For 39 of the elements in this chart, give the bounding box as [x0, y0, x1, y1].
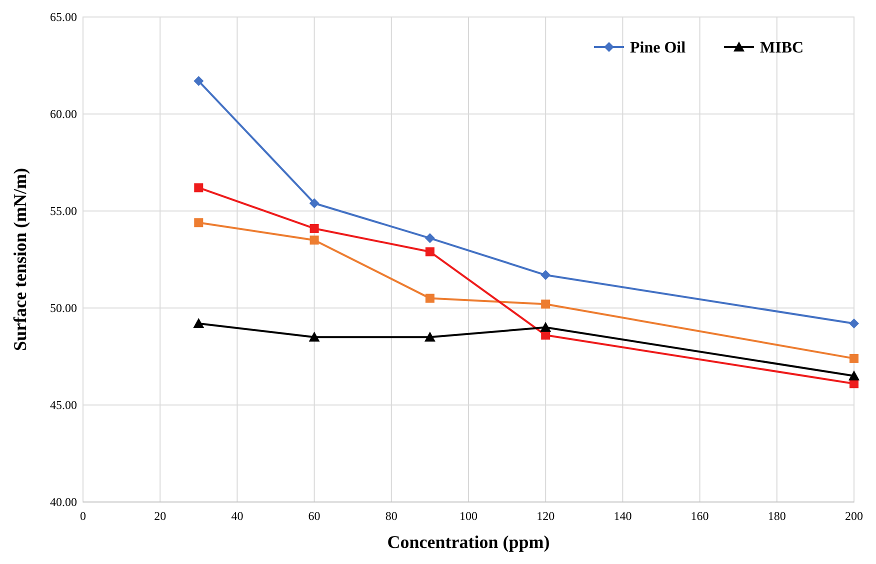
x-tick-label: 0: [80, 509, 86, 523]
x-tick-label: 160: [690, 509, 709, 523]
x-tick-label: 140: [614, 509, 632, 523]
y-tick-label: 45.00: [50, 398, 77, 412]
legend-label: MIBC: [760, 40, 804, 57]
point: [194, 76, 204, 86]
point: [310, 236, 319, 245]
y-tick-label: 60.00: [50, 107, 77, 122]
legend-label: Pine Oil: [630, 40, 686, 57]
point: [541, 300, 550, 309]
point: [310, 224, 319, 233]
x-tick-label: 60: [308, 509, 320, 523]
y-axis-title: Surface tension (mN/m): [10, 168, 30, 351]
point: [309, 198, 320, 208]
point: [193, 318, 204, 328]
point: [425, 247, 434, 256]
point: [848, 370, 860, 380]
y-tick-label: 55.00: [50, 204, 77, 218]
x-tick-label: 20: [154, 509, 166, 523]
point: [849, 318, 859, 329]
point: [194, 218, 204, 228]
point: [425, 294, 434, 303]
y-tick-label: 40.00: [50, 495, 77, 510]
x-tick-label: 80: [385, 509, 398, 523]
x-tick-label: 40: [231, 509, 244, 523]
x-axis-title: Concentration (ppm): [387, 532, 550, 552]
point: [424, 233, 435, 244]
y-tick-label: 65.00: [50, 10, 77, 24]
point: [308, 332, 320, 342]
x-tick-label: 200: [845, 509, 863, 523]
point: [540, 322, 552, 332]
x-tick-label: 100: [460, 509, 478, 523]
x-tick-label: 180: [768, 509, 786, 523]
point: [850, 354, 858, 363]
point: [194, 183, 204, 192]
y-tick-label: 50.00: [50, 301, 77, 316]
point: [540, 270, 551, 280]
point: [424, 332, 436, 342]
x-tick-label: 120: [536, 509, 555, 523]
